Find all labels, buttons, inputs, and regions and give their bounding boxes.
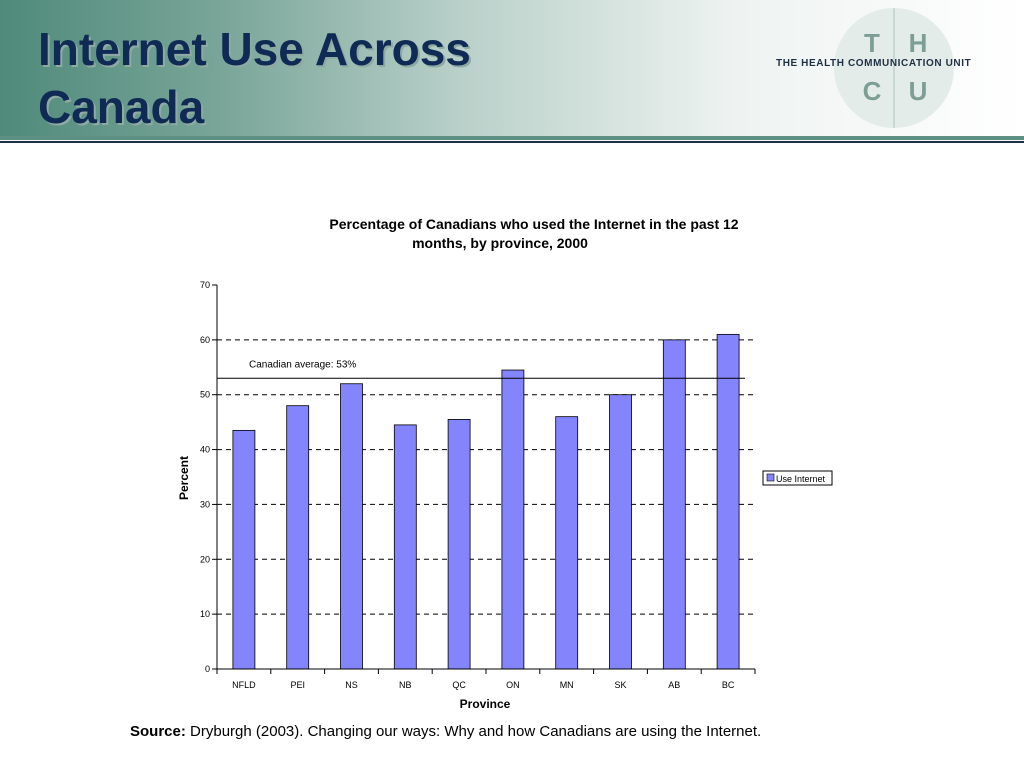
x-tick-label: QC xyxy=(452,680,466,690)
thcu-logo: T H C U THE HEALTH COMMUNICATION UNIT xyxy=(776,6,1024,130)
bar-qc xyxy=(447,418,471,670)
logo-letter-h: H xyxy=(909,28,928,58)
x-axis-label: Province xyxy=(460,697,511,711)
source-citation: Source: Dryburgh (2003). Changing our wa… xyxy=(130,723,761,740)
x-tick-label: BC xyxy=(722,680,735,690)
y-tick-label: 70 xyxy=(200,280,210,290)
slide-title: Internet Use Across Canada xyxy=(38,20,471,136)
y-tick-label: 20 xyxy=(200,554,210,564)
y-tick-label: 50 xyxy=(200,390,210,400)
x-tick-label: PEI xyxy=(290,680,305,690)
x-tick-label: ON xyxy=(506,680,520,690)
bar-nb xyxy=(393,424,417,670)
logo-letter-c: C xyxy=(863,76,882,106)
y-tick-label: 10 xyxy=(200,609,210,619)
bar-ab xyxy=(662,339,686,670)
slide-title-line1: Internet Use Across xyxy=(38,23,471,75)
x-tick-label: AB xyxy=(668,680,680,690)
legend: Use Internet xyxy=(762,470,833,486)
thcu-logo-mark: T H C U xyxy=(834,8,954,128)
y-tick-label: 30 xyxy=(200,499,210,509)
bar-pei xyxy=(286,405,310,670)
bar-mn xyxy=(555,416,579,670)
logo-letter-u: U xyxy=(909,76,928,106)
chart-title-line1: Percentage of Canadians who used the Int… xyxy=(329,216,738,232)
legend-swatch xyxy=(766,473,775,482)
x-tick-label: NB xyxy=(399,680,412,690)
bar-bc xyxy=(716,333,740,670)
bar-nfld xyxy=(232,429,256,670)
source-text: Dryburgh (2003). Changing our ways: Why … xyxy=(185,723,762,740)
y-tick-label: 60 xyxy=(200,335,210,345)
y-axis-label: Percent xyxy=(177,456,191,500)
y-tick-label: 40 xyxy=(200,445,210,455)
header-divider-dark xyxy=(0,141,1024,143)
x-tick-label: MN xyxy=(560,680,574,690)
bar-sk xyxy=(609,394,632,670)
logo-letter-t: T xyxy=(864,28,880,58)
legend-label: Use Internet xyxy=(776,474,826,484)
bar-on xyxy=(501,369,525,670)
chart-title-line2: months, by province, 2000 xyxy=(412,235,588,251)
x-tick-label: NS xyxy=(345,680,358,690)
logo-text: THE HEALTH COMMUNICATION UNIT xyxy=(776,58,972,69)
header-divider xyxy=(0,136,1024,140)
average-label: Canadian average: 53% xyxy=(249,359,356,370)
y-tick-label: 0 xyxy=(205,664,210,674)
source-label: Source: xyxy=(130,723,186,740)
x-tick-label: SK xyxy=(614,680,626,690)
x-tick-label: NFLD xyxy=(232,680,256,690)
bar-ns xyxy=(340,383,363,670)
slide-title-line2: Canada xyxy=(38,81,205,133)
